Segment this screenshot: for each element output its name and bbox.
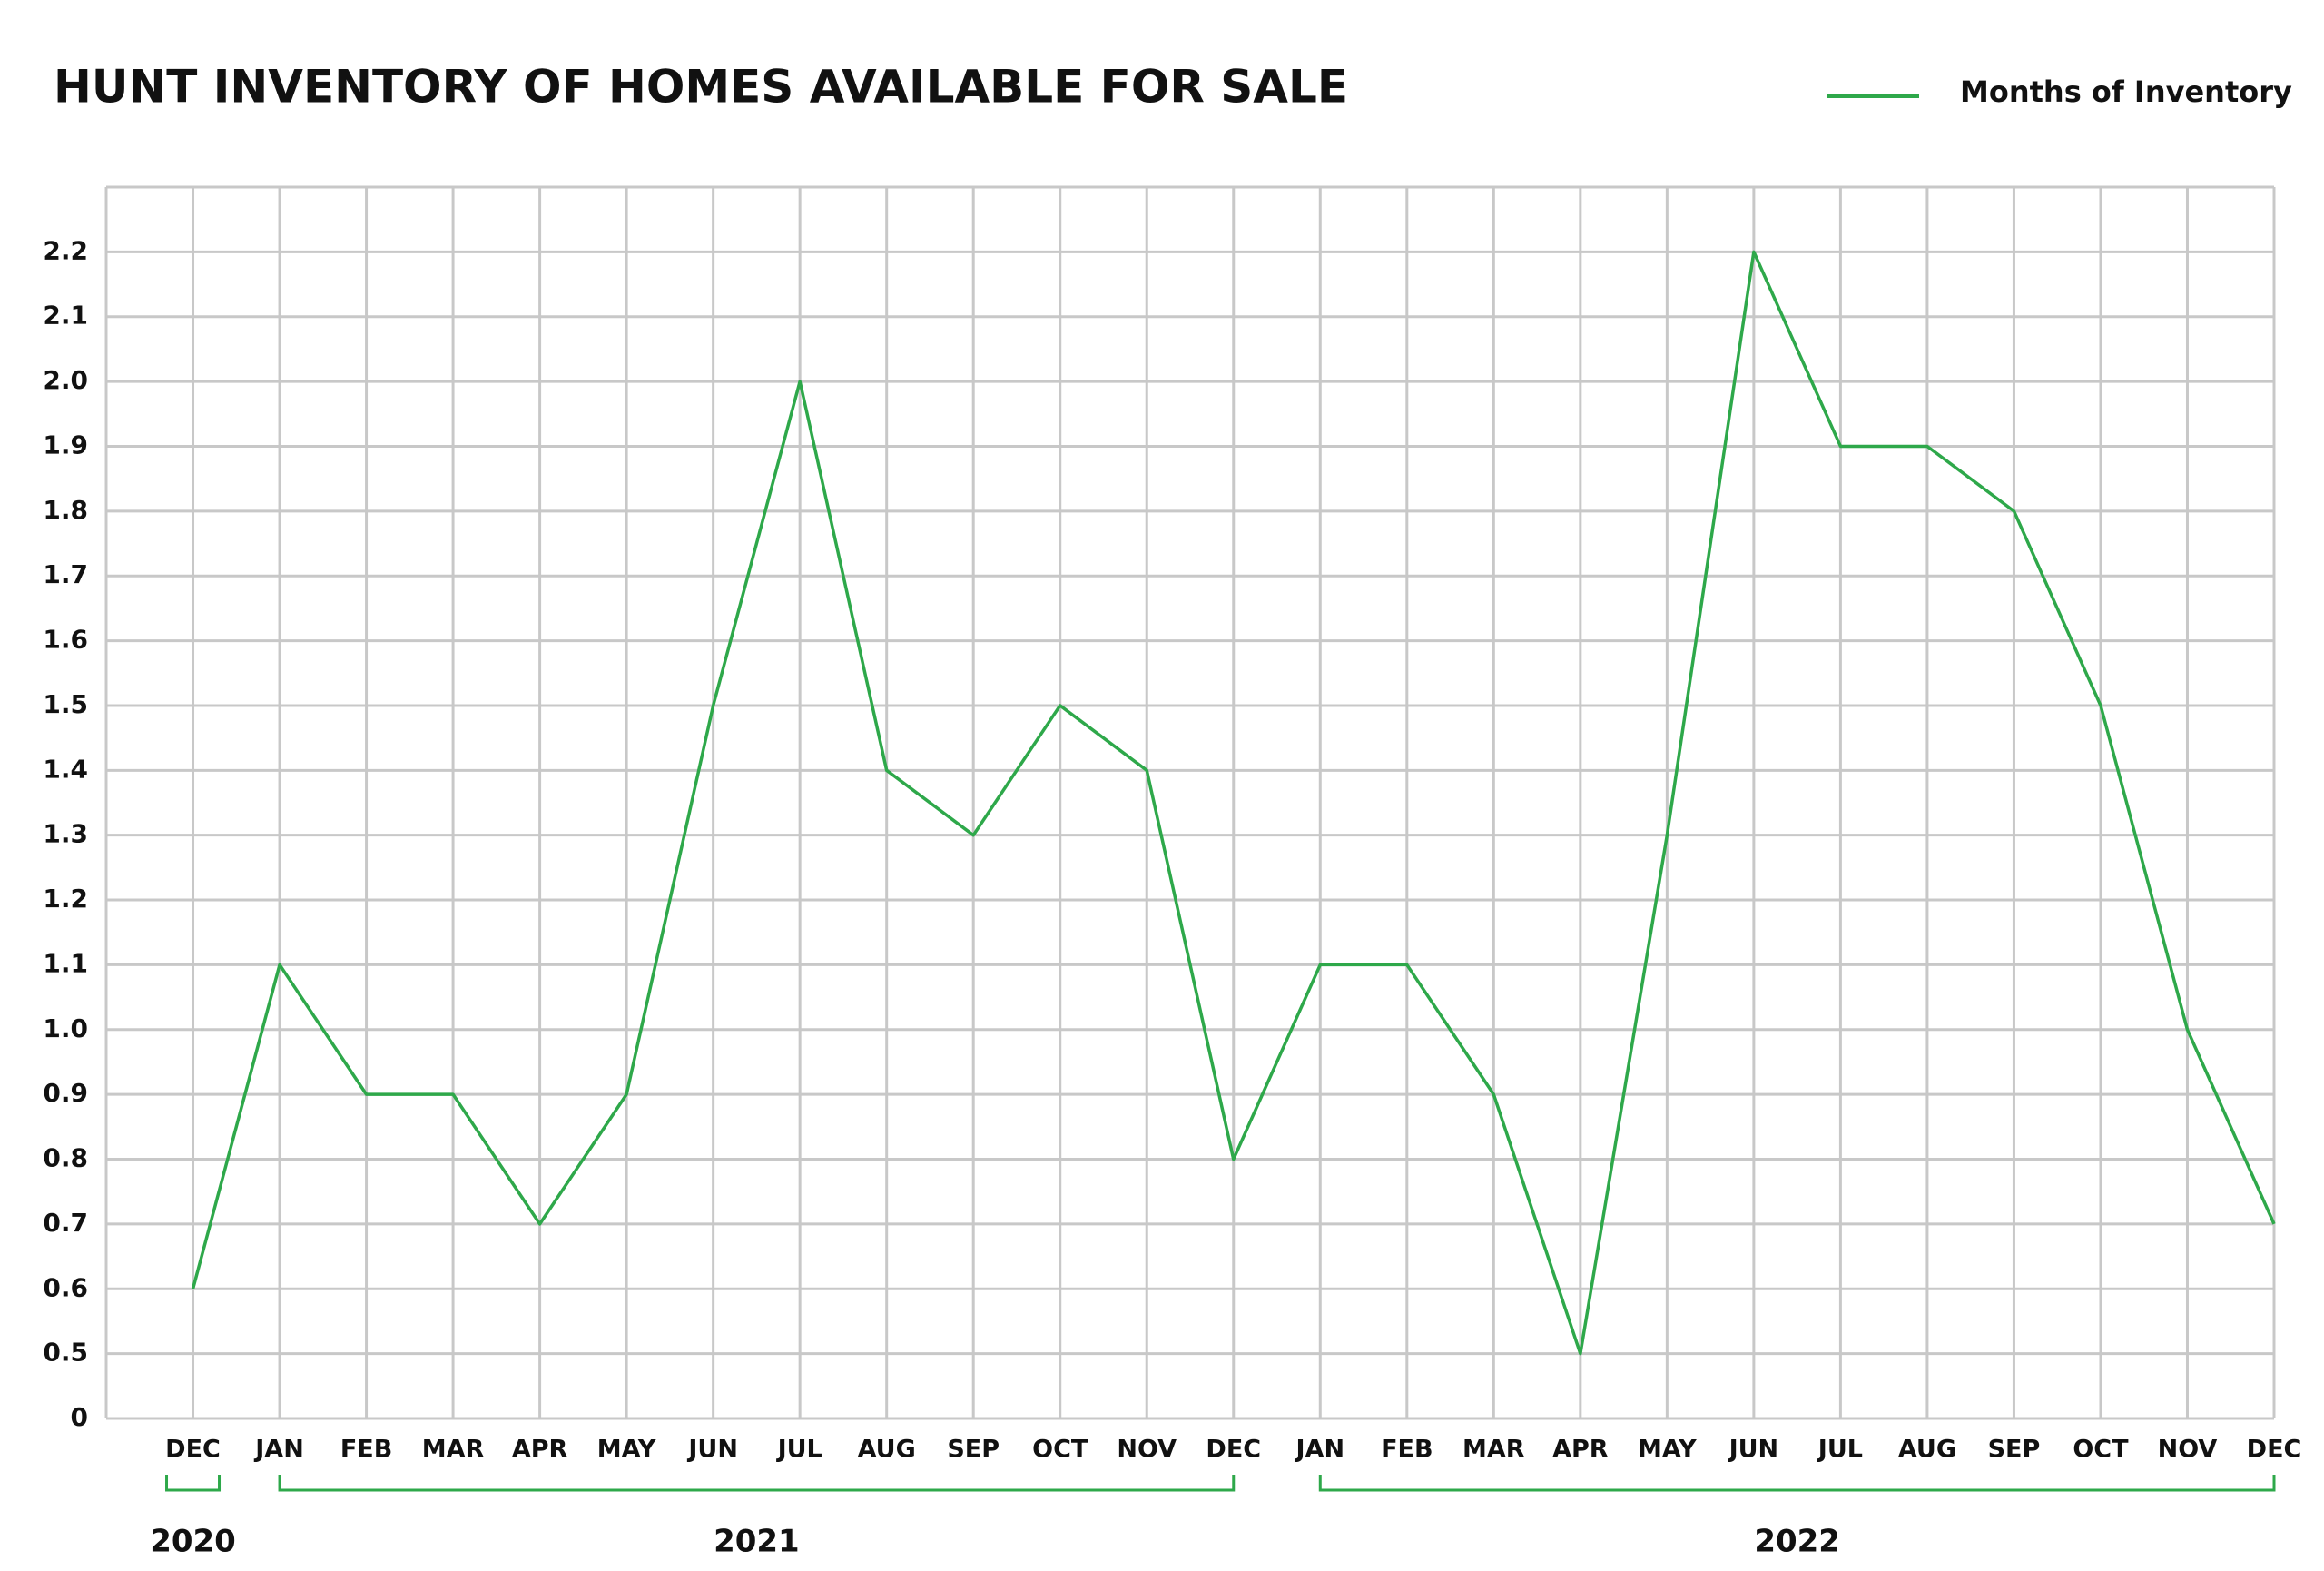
x-tick-label: AUG <box>1898 1436 1956 1464</box>
y-tick-label: 0.9 <box>43 1078 88 1108</box>
x-tick-label: JUN <box>1728 1436 1779 1464</box>
x-tick-label: APR <box>1552 1436 1609 1464</box>
x-tick-label: APR <box>512 1436 568 1464</box>
y-tick-label: 0.7 <box>43 1208 88 1238</box>
y-tick-label: 2.1 <box>43 301 88 331</box>
x-tick-label: DEC <box>1206 1436 1261 1464</box>
year-label: 2021 <box>714 1524 800 1560</box>
y-tick-label: 1.6 <box>43 625 88 655</box>
x-tick-label: MAR <box>422 1436 485 1464</box>
x-tick-label: SEP <box>1988 1436 2041 1464</box>
y-tick-label: 0 <box>71 1402 88 1432</box>
year-bracket <box>278 1475 1236 1492</box>
x-tick-label: OCT <box>1032 1436 1088 1464</box>
x-tick-label: FEB <box>1381 1436 1433 1464</box>
x-tick-label: MAY <box>597 1436 656 1464</box>
y-tick-label: 2.0 <box>43 365 88 395</box>
x-tick-label: AUG <box>858 1436 916 1464</box>
y-tick-label: 1.7 <box>43 559 88 589</box>
y-tick-label: 1.3 <box>43 819 88 849</box>
x-tick-label: NOV <box>1117 1436 1177 1464</box>
year-label: 2020 <box>150 1524 236 1560</box>
y-tick-label: 1.5 <box>43 689 88 719</box>
y-tick-label: 1.4 <box>43 754 88 784</box>
x-tick-label: OCT <box>2073 1436 2129 1464</box>
x-tick-label: JUN <box>686 1436 738 1464</box>
y-tick-label: 1.2 <box>43 884 88 914</box>
x-tick-label: NOV <box>2158 1436 2218 1464</box>
y-tick-label: 1.9 <box>43 430 88 459</box>
year-bracket <box>165 1475 222 1492</box>
y-tick-label: 0.8 <box>43 1143 88 1173</box>
x-tick-label: JAN <box>253 1436 304 1464</box>
x-tick-label: FEB <box>340 1436 392 1464</box>
year-bracket <box>1318 1475 2276 1492</box>
legend-label: Months of Inventory <box>1960 74 2292 109</box>
x-tick-label: MAR <box>1462 1436 1525 1464</box>
x-tick-label: MAY <box>1638 1436 1697 1464</box>
y-tick-label: 1.0 <box>43 1013 88 1043</box>
y-tick-label: 1.8 <box>43 495 88 525</box>
x-tick-label: DEC <box>2247 1436 2302 1464</box>
y-tick-label: 2.2 <box>43 235 88 265</box>
x-tick-label: DEC <box>165 1436 221 1464</box>
y-tick-label: 0.5 <box>43 1338 88 1368</box>
x-tick-label: JUL <box>776 1436 822 1464</box>
y-tick-label: 1.1 <box>43 948 88 978</box>
y-tick-label: 0.6 <box>43 1272 88 1302</box>
x-tick-label: JUL <box>1817 1436 1863 1464</box>
year-label: 2022 <box>1754 1524 1840 1560</box>
data-line <box>191 250 2276 1356</box>
x-tick-label: JAN <box>1295 1436 1345 1464</box>
chart-title: HUNT INVENTORY OF HOMES AVAILABLE FOR SA… <box>54 61 1348 114</box>
x-tick-label: SEP <box>947 1436 1000 1464</box>
